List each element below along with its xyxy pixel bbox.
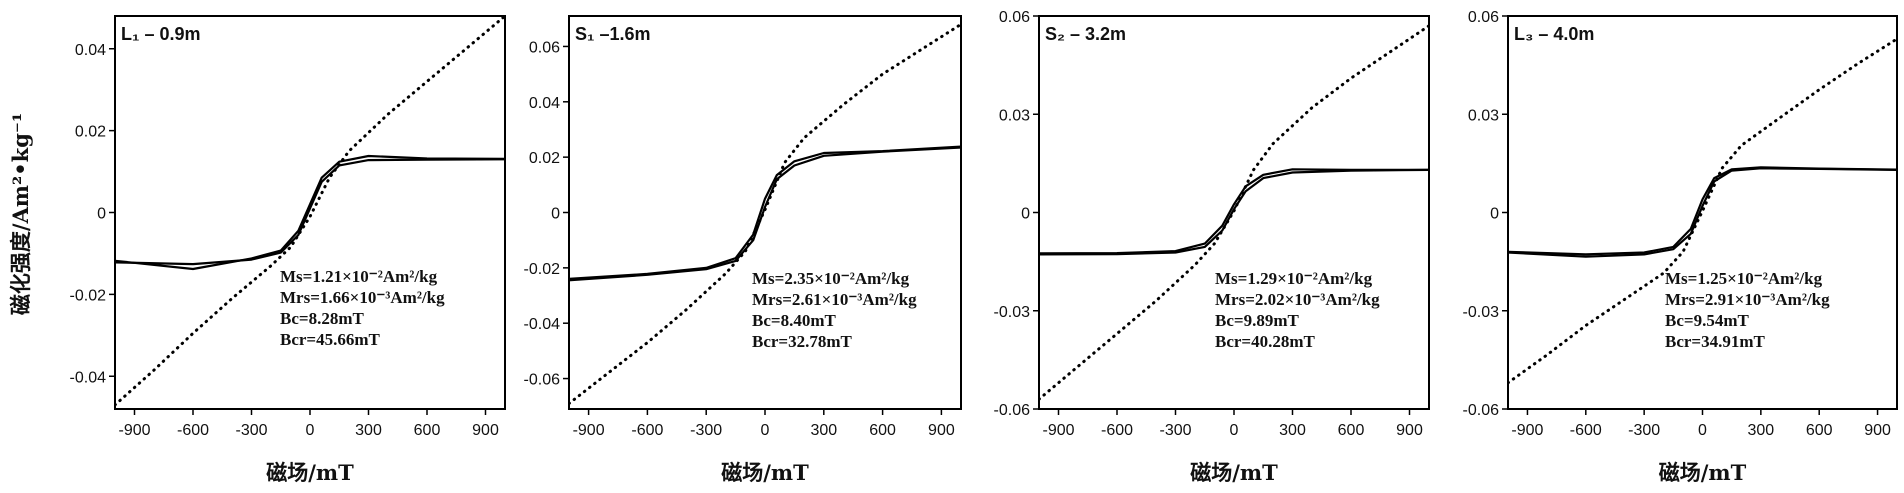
x-tick-label: -600	[177, 422, 209, 439]
panel-title: S₁ –1.6m	[575, 24, 651, 44]
annotation-mrs: Mrs=2.02×10⁻³Am²/kg	[1215, 290, 1380, 309]
x-tick-label: -600	[631, 422, 663, 439]
x-tick-label: 900	[1864, 422, 1891, 439]
y-tick-label: 0.06	[999, 9, 1030, 26]
x-tick-label: -300	[235, 422, 267, 439]
y-tick-label: 0	[551, 206, 560, 223]
y-tick-label: -0.04	[524, 316, 561, 333]
y-tick-label: 0.04	[75, 42, 106, 59]
hysteresis-loop-branch-2	[115, 158, 505, 266]
y-tick-label: -0.02	[70, 287, 107, 304]
x-axis-label: 磁场/mT	[1659, 460, 1747, 485]
panel-title: L₁ – 0.9m	[121, 24, 200, 44]
y-tick-label: 0	[97, 206, 106, 223]
x-tick-label: 0	[1698, 422, 1707, 439]
x-tick-label: 0	[761, 422, 770, 439]
panel-3: -900 -600 -300 0 300 600 900 -0.06 -0.03 0 0.03 0.0…	[994, 9, 1430, 485]
annotation-mrs: Mrs=2.61×10⁻³Am²/kg	[752, 290, 917, 309]
x-tick-label: -600	[1570, 422, 1602, 439]
x-tick-label: 600	[1806, 422, 1833, 439]
annotation-bcr: Bcr=34.91mT	[1665, 332, 1766, 351]
x-axis-label: 磁场/mT	[266, 460, 354, 485]
y-tick-label: 0.02	[529, 150, 560, 167]
annotation-bc: Bc=9.89mT	[1215, 311, 1299, 330]
y-tick-label: -0.06	[994, 402, 1031, 419]
annotation-ms: Ms=1.29×10⁻²Am²/kg	[1215, 269, 1373, 288]
annotation-ms: Ms=2.35×10⁻²Am²/kg	[752, 269, 910, 288]
y-tick-label: -0.02	[524, 261, 561, 278]
hysteresis-loop-branch-2	[1508, 167, 1897, 258]
y-tick-label: 0.06	[1468, 9, 1499, 26]
y-tick-label: 0.02	[75, 124, 106, 141]
annotation-mrs: Mrs=2.91×10⁻³Am²/kg	[1665, 290, 1830, 309]
y-tick-label: -0.03	[994, 304, 1031, 321]
x-tick-label: 300	[355, 422, 382, 439]
annotation-ms: Ms=1.25×10⁻²Am²/kg	[1665, 269, 1823, 288]
x-tick-label: -600	[1101, 422, 1133, 439]
x-tick-label: 600	[1338, 422, 1365, 439]
x-tick-label: 300	[1279, 422, 1306, 439]
x-axis-label: 磁场/mT	[721, 460, 809, 485]
x-tick-label: 0	[1230, 422, 1239, 439]
y-tick-label: 0.04	[529, 95, 560, 112]
x-tick-label: -300	[690, 422, 722, 439]
panel-1: -900 -600 -300 0 300 600 900 -0.04 -0.02 0 0.02 0.0…	[70, 15, 506, 485]
annotation-bc: Bc=8.40mT	[752, 311, 836, 330]
y-tick-label: -0.06	[1463, 402, 1500, 419]
y-tick-label: 0.03	[999, 107, 1030, 124]
panel-4: -900 -600 -300 0 300 600 900 -0.06 -0.03 0 0.03 0.0…	[1463, 9, 1898, 485]
y-axis-label: 磁化强度/Am²•kg⁻¹	[8, 113, 33, 315]
annotation-ms: Ms=1.21×10⁻²Am²/kg	[280, 267, 438, 286]
hysteresis-loop-branch-3	[569, 145, 961, 280]
y-tick-label: -0.04	[70, 369, 107, 386]
panel-title: S₂ – 3.2m	[1045, 24, 1126, 44]
x-tick-label: -900	[573, 422, 605, 439]
hysteresis-loop-branch-3	[1039, 168, 1429, 255]
hysteresis-loop-branch-2	[569, 146, 961, 282]
dotted-curve-1	[1508, 37, 1897, 385]
x-tick-label: -900	[1042, 422, 1074, 439]
x-tick-label: 300	[1747, 422, 1774, 439]
hysteresis-loop-branch-3	[115, 154, 505, 271]
x-axis-label: 磁场/mT	[1190, 460, 1278, 485]
x-tick-label: 900	[472, 422, 499, 439]
annotation-bcr: Bcr=32.78mT	[752, 332, 853, 351]
annotation-bcr: Bcr=40.28mT	[1215, 332, 1316, 351]
annotation-bc: Bc=8.28mT	[280, 309, 364, 328]
x-tick-label: -900	[1511, 422, 1543, 439]
x-tick-label: 300	[810, 422, 837, 439]
panel-title: L₃ – 4.0m	[1514, 24, 1594, 44]
hysteresis-loop-branch-3	[1508, 166, 1897, 256]
x-tick-label: -900	[118, 422, 150, 439]
x-tick-label: -300	[1628, 422, 1660, 439]
y-tick-label: 0.03	[1468, 107, 1499, 124]
x-tick-label: 600	[414, 422, 441, 439]
x-tick-label: -300	[1159, 422, 1191, 439]
x-tick-label: 600	[869, 422, 896, 439]
y-tick-label: -0.03	[1463, 304, 1500, 321]
annotation-bc: Bc=9.54mT	[1665, 311, 1749, 330]
x-tick-label: 0	[306, 422, 315, 439]
annotation-bcr: Bcr=45.66mT	[280, 330, 381, 349]
y-tick-label: -0.06	[524, 372, 561, 389]
panel-2: -900 -600 -300 0 300 600 900 -0.06 -0.04 -0.02 0 0.…	[524, 15, 962, 485]
y-tick-label: 0	[1490, 206, 1499, 223]
y-tick-label: 0	[1021, 206, 1030, 223]
x-tick-label: 900	[928, 422, 955, 439]
annotation-mrs: Mrs=1.66×10⁻³Am²/kg	[280, 288, 445, 307]
x-tick-label: 900	[1396, 422, 1423, 439]
dotted-curve-1	[115, 16, 505, 407]
y-tick-label: 0.06	[529, 39, 560, 56]
plot-frame	[114, 15, 506, 410]
hysteresis-loop-branch-2	[1039, 168, 1429, 256]
